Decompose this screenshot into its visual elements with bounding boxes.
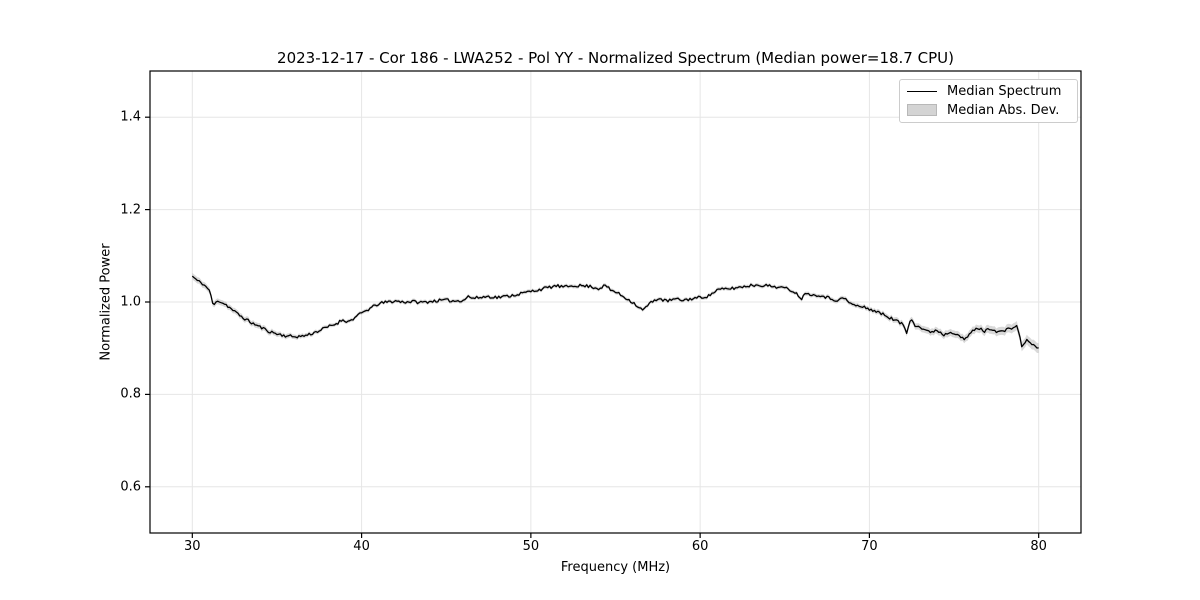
legend: Median Spectrum Median Abs. Dev. — [899, 79, 1078, 123]
y-tick-label: 0.8 — [120, 386, 141, 402]
y-tick-label: 1.2 — [120, 202, 141, 218]
x-tick-label: 30 — [184, 539, 201, 554]
x-tick-label: 50 — [522, 539, 540, 554]
mad-band — [192, 272, 1039, 354]
legend-label-median-abs-dev: Median Abs. Dev. — [947, 102, 1060, 118]
x-tick-label: 80 — [1030, 539, 1047, 554]
legend-line-swatch — [907, 91, 937, 93]
x-axis-label: Frequency (MHz) — [560, 560, 671, 575]
x-tick-label: 60 — [691, 539, 709, 554]
y-tick-label: 1.0 — [120, 294, 141, 310]
legend-label-median-spectrum: Median Spectrum — [947, 84, 1062, 100]
chart-title: 2023-12-17 - Cor 186 - LWA252 - Pol YY -… — [277, 49, 954, 67]
y-axis-label: Normalized Power — [98, 243, 114, 361]
y-tick-label: 1.4 — [120, 109, 141, 125]
legend-patch-swatch — [907, 104, 937, 117]
legend-item-median-abs-dev: Median Abs. Dev. — [907, 101, 1071, 119]
legend-item-median-spectrum: Median Spectrum — [907, 83, 1071, 101]
x-tick-label: 40 — [353, 539, 370, 554]
median-spectrum-line — [191, 275, 1039, 349]
y-tick-label: 0.6 — [120, 479, 141, 495]
x-tick-label: 70 — [861, 539, 878, 554]
